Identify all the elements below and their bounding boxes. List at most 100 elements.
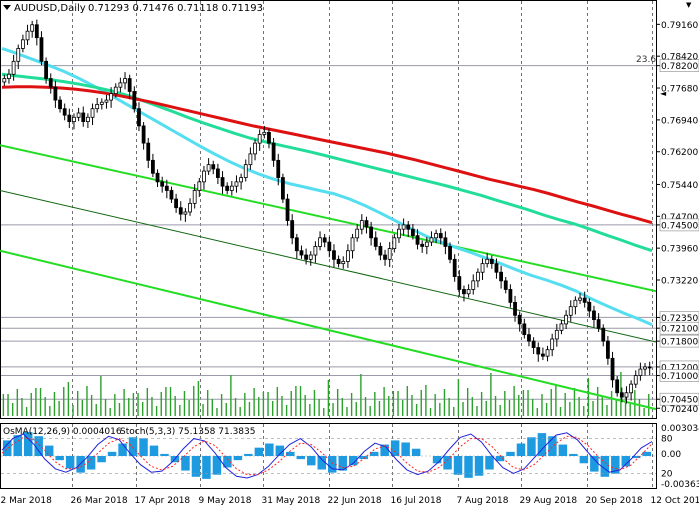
- candle-body: [254, 143, 257, 154]
- candle-body: [291, 221, 294, 238]
- price-axis-label: 0.76200: [661, 148, 698, 158]
- candle-body: [551, 339, 554, 350]
- time-tick-label: 16 Jul 2018: [391, 496, 442, 506]
- candle-body: [416, 236, 419, 245]
- candle-body: [411, 229, 414, 235]
- candle-body: [611, 358, 614, 380]
- candle-body: [170, 190, 173, 199]
- candle-body: [12, 61, 15, 74]
- time-tick-label: 22 Jun 2018: [328, 496, 382, 506]
- candle-body: [161, 182, 164, 186]
- candle-body: [458, 277, 461, 290]
- candle-body: [179, 208, 182, 214]
- candle-body: [356, 229, 359, 238]
- osma-bar: [150, 446, 158, 456]
- candle-body: [616, 380, 619, 393]
- candle-body: [77, 113, 80, 117]
- candle-body: [263, 132, 266, 134]
- candle-body: [202, 171, 205, 182]
- candle-body: [286, 199, 289, 221]
- candle-body: [147, 143, 150, 160]
- candle-body: [105, 100, 108, 102]
- candle-body: [59, 100, 62, 109]
- candle-body: [555, 330, 558, 339]
- candle-body: [541, 354, 544, 356]
- candle-body: [281, 178, 284, 200]
- candle-body: [86, 117, 89, 121]
- candle-body: [518, 315, 521, 324]
- candle-body: [560, 324, 563, 330]
- osma-bar: [97, 456, 105, 462]
- candle-body: [221, 178, 224, 187]
- candle-body: [156, 173, 159, 182]
- indicator-axis-label: -0.003637: [661, 480, 699, 490]
- candle-body: [323, 238, 326, 242]
- candle-body: [314, 246, 317, 255]
- indicator-axis-label: 20: [661, 469, 673, 479]
- candle-body: [249, 154, 252, 165]
- candle-body: [244, 165, 247, 178]
- osma-bar: [45, 446, 53, 456]
- osma-bar: [139, 438, 147, 456]
- candle-body: [267, 132, 270, 143]
- osma-bar: [55, 456, 63, 460]
- candle-body: [165, 186, 168, 190]
- candle-body: [91, 109, 94, 118]
- symbol-label: AUDUSD,Daily: [14, 3, 86, 14]
- ohlc-values: 0.71293 0.71476 0.71118 0.71193: [88, 3, 263, 14]
- candle-body: [68, 115, 71, 121]
- candle-body: [110, 94, 113, 100]
- candle-body: [35, 25, 38, 38]
- time-tick-label: 7 Aug 2018: [457, 496, 509, 506]
- candle-body: [151, 160, 154, 173]
- candle-body: [240, 178, 243, 182]
- price-axis-label: 0.74500: [661, 221, 698, 231]
- candle-body: [137, 109, 140, 126]
- candle-body: [425, 242, 428, 246]
- candle-body: [606, 341, 609, 358]
- fib-level-label: 23.6: [636, 55, 656, 65]
- candle-body: [430, 238, 433, 242]
- time-tick-label: 17 Apr 2018: [135, 496, 191, 506]
- osma-bar: [108, 452, 116, 456]
- osma-bar: [234, 456, 242, 460]
- price-axis-label: 0.73960: [661, 245, 698, 255]
- candle-body: [462, 289, 465, 293]
- candle-body: [360, 221, 363, 230]
- candle-body: [579, 298, 582, 300]
- candle-body: [374, 238, 377, 247]
- candle-body: [504, 281, 507, 290]
- candle-body: [119, 83, 122, 87]
- indicator-axis-label: 80: [661, 435, 673, 445]
- candle-body: [63, 109, 66, 115]
- candle-body: [500, 272, 503, 281]
- candle-body: [258, 135, 261, 144]
- osma-bar: [517, 444, 525, 456]
- candle-body: [207, 165, 210, 171]
- osma-bar: [569, 454, 577, 456]
- scroll-up-icon[interactable]: ▼: [686, 1, 692, 9]
- candle-body: [235, 182, 238, 186]
- candle-body: [198, 182, 201, 191]
- candle-body: [212, 165, 215, 169]
- osma-bar: [527, 437, 535, 456]
- time-tick-label: 20 Sep 2018: [586, 496, 643, 506]
- price-axis-label: 0.73220: [661, 276, 698, 286]
- shift-marker-icon[interactable]: ◄: [660, 89, 667, 98]
- candle-body: [527, 335, 530, 341]
- main-panel-frame: [1, 1, 657, 419]
- candle-body: [588, 302, 591, 311]
- candle-body: [54, 87, 57, 100]
- candle-body: [402, 225, 405, 229]
- candle-body: [17, 48, 20, 61]
- candle-body: [444, 238, 447, 247]
- candle-body: [495, 264, 498, 273]
- candle-body: [476, 272, 479, 281]
- time-tick-label: 12 Oct 2018: [651, 496, 699, 506]
- candle-body: [332, 251, 335, 260]
- candle-body: [300, 251, 303, 255]
- candle-body: [124, 79, 127, 83]
